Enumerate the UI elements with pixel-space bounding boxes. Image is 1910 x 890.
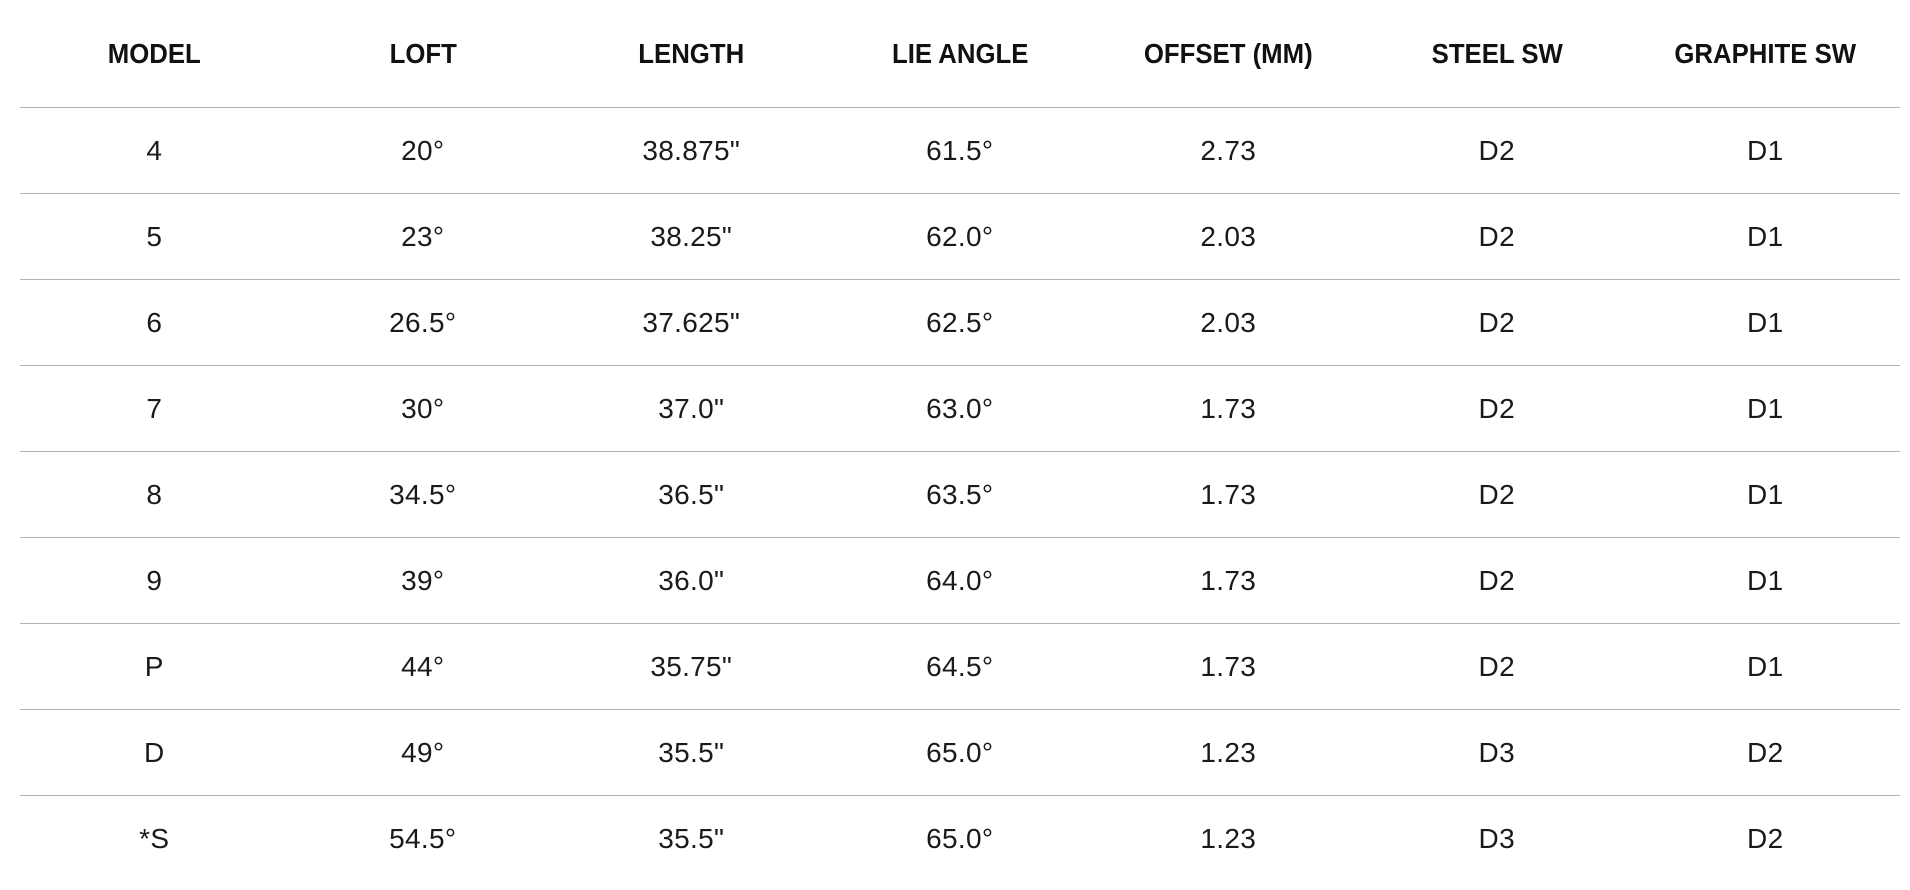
cell-lie-angle: 63.0° bbox=[926, 392, 994, 424]
cell-graphite-sw: D1 bbox=[1747, 478, 1784, 510]
header-steel-sw: STEEL SW bbox=[1431, 37, 1563, 69]
cell-loft: 23° bbox=[401, 220, 445, 252]
cell-model: 5 bbox=[146, 220, 163, 252]
cell-lie-angle: 64.5° bbox=[926, 650, 994, 682]
cell-graphite-sw: D1 bbox=[1747, 220, 1784, 252]
cell-loft: 30° bbox=[401, 392, 445, 424]
cell-offset: 1.73 bbox=[1200, 564, 1257, 596]
cell-steel-sw: D2 bbox=[1478, 650, 1515, 682]
cell-lie-angle: 63.5° bbox=[926, 478, 994, 510]
table-body: 4 20° 38.875" 61.5° 2.73 D2 D1 5 23° 38.25" 62.0° 2… bbox=[20, 108, 1900, 882]
table-row: 5 23° 38.25" 62.0° 2.03 D2 D1 bbox=[20, 194, 1900, 280]
table-row: 4 20° 38.875" 61.5° 2.73 D2 D1 bbox=[20, 108, 1900, 194]
cell-length: 35.5" bbox=[658, 823, 725, 854]
cell-offset: 1.73 bbox=[1200, 478, 1257, 510]
table-row: 6 26.5° 37.625" 62.5° 2.03 D2 D1 bbox=[20, 280, 1900, 366]
table-row: P 44° 35.75" 64.5° 1.73 D2 D1 bbox=[20, 624, 1900, 710]
cell-length: 38.25" bbox=[650, 220, 733, 252]
cell-steel-sw: D2 bbox=[1478, 134, 1515, 166]
cell-lie-angle: 62.5° bbox=[926, 306, 994, 338]
cell-model: *S bbox=[139, 823, 170, 854]
cell-length: 35.5" bbox=[658, 736, 725, 768]
cell-steel-sw: D2 bbox=[1478, 564, 1515, 596]
cell-model: 4 bbox=[146, 134, 163, 166]
table-row: D 49° 35.5" 65.0° 1.23 D3 D2 bbox=[20, 710, 1900, 796]
cell-lie-angle: 61.5° bbox=[926, 134, 994, 166]
cell-loft: 44° bbox=[401, 650, 445, 682]
cell-graphite-sw: D1 bbox=[1747, 564, 1784, 596]
cell-loft: 20° bbox=[401, 134, 445, 166]
cell-model: D bbox=[143, 736, 165, 768]
cell-lie-angle: 62.0° bbox=[926, 220, 994, 252]
cell-model: 6 bbox=[146, 306, 163, 338]
cell-model: 9 bbox=[146, 564, 163, 596]
cell-steel-sw: D2 bbox=[1478, 392, 1515, 424]
cell-length: 37.0" bbox=[658, 392, 725, 424]
cell-graphite-sw: D1 bbox=[1747, 134, 1784, 166]
table-row: 7 30° 37.0" 63.0° 1.73 D2 D1 bbox=[20, 366, 1900, 452]
cell-lie-angle: 65.0° bbox=[926, 823, 994, 854]
cell-length: 36.5" bbox=[658, 478, 725, 510]
table-row: 8 34.5° 36.5" 63.5° 1.73 D2 D1 bbox=[20, 452, 1900, 538]
cell-offset: 1.23 bbox=[1200, 823, 1257, 854]
specs-table: MODEL LOFT LENGTH LIE ANGLE OFFSET (MM) … bbox=[20, 0, 1900, 882]
header-lie-angle: LIE ANGLE bbox=[891, 37, 1028, 69]
cell-length: 38.875" bbox=[642, 134, 741, 166]
cell-loft: 54.5° bbox=[389, 823, 457, 854]
cell-graphite-sw: D2 bbox=[1747, 823, 1784, 854]
table-row: *S 54.5° 35.5" 65.0° 1.23 D3 D2 bbox=[20, 796, 1900, 882]
cell-model: P bbox=[144, 650, 164, 682]
cell-graphite-sw: D1 bbox=[1747, 392, 1784, 424]
cell-length: 35.75" bbox=[650, 650, 733, 682]
table-row: 9 39° 36.0" 64.0° 1.73 D2 D1 bbox=[20, 538, 1900, 624]
cell-offset: 1.73 bbox=[1200, 392, 1257, 424]
cell-offset: 1.23 bbox=[1200, 736, 1257, 768]
cell-lie-angle: 64.0° bbox=[926, 564, 994, 596]
cell-length: 37.625" bbox=[642, 306, 741, 338]
cell-steel-sw: D3 bbox=[1478, 823, 1515, 854]
cell-graphite-sw: D1 bbox=[1747, 306, 1784, 338]
cell-offset: 2.03 bbox=[1200, 220, 1257, 252]
header-model: MODEL bbox=[107, 37, 201, 69]
cell-loft: 39° bbox=[401, 564, 445, 596]
cell-length: 36.0" bbox=[658, 564, 725, 596]
cell-model: 8 bbox=[146, 478, 163, 510]
cell-steel-sw: D2 bbox=[1478, 478, 1515, 510]
cell-loft: 34.5° bbox=[389, 478, 457, 510]
table-header-row: MODEL LOFT LENGTH LIE ANGLE OFFSET (MM) … bbox=[20, 0, 1900, 108]
cell-loft: 26.5° bbox=[389, 306, 457, 338]
cell-offset: 2.03 bbox=[1200, 306, 1257, 338]
cell-steel-sw: D2 bbox=[1478, 220, 1515, 252]
cell-loft: 49° bbox=[401, 736, 445, 768]
cell-model: 7 bbox=[146, 392, 163, 424]
cell-graphite-sw: D1 bbox=[1747, 650, 1784, 682]
cell-steel-sw: D3 bbox=[1478, 736, 1515, 768]
cell-lie-angle: 65.0° bbox=[926, 736, 994, 768]
cell-offset: 1.73 bbox=[1200, 650, 1257, 682]
header-length: LENGTH bbox=[638, 37, 745, 69]
header-offset: OFFSET (MM) bbox=[1143, 37, 1313, 69]
header-loft: LOFT bbox=[389, 37, 457, 69]
cell-offset: 2.73 bbox=[1200, 134, 1257, 166]
cell-steel-sw: D2 bbox=[1478, 306, 1515, 338]
header-graphite-sw: GRAPHITE SW bbox=[1674, 37, 1857, 69]
cell-graphite-sw: D2 bbox=[1747, 736, 1784, 768]
